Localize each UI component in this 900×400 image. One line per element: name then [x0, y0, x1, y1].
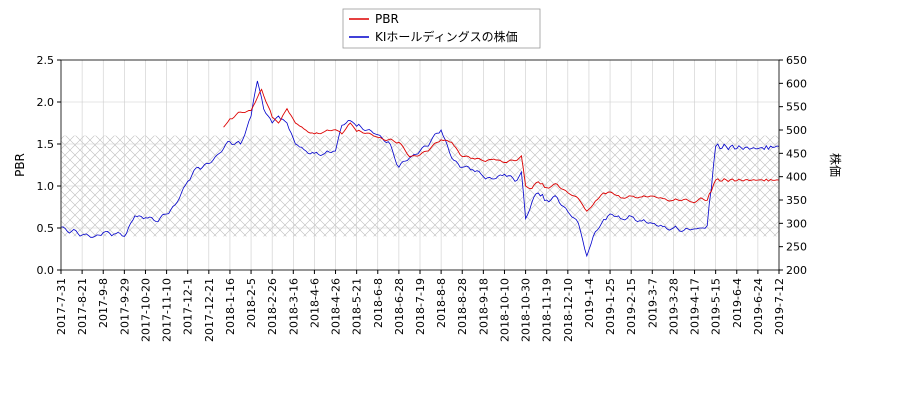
- x-tick-label: 2018-12-10: [562, 278, 575, 342]
- x-tick-label: 2017-12-1: [182, 278, 195, 335]
- x-tick-label: 2019-3-28: [667, 278, 680, 335]
- legend-box: [342, 8, 541, 49]
- x-tick-label: 2018-10-30: [520, 278, 533, 342]
- x-axis: 2017-7-31 2017-8-21 2017-9-8 2017-9-29 2017-…: [55, 270, 786, 342]
- series-line-pbr: [223, 88, 779, 212]
- y-tick-label-right: 650: [786, 54, 807, 67]
- x-tick-label: 2017-12-21: [203, 278, 216, 342]
- x-tick-label: 2019-4-17: [689, 278, 702, 335]
- y-axis-right: 200 250 300 350 400 450 500 550 600 650: [779, 54, 807, 277]
- x-tick-label: 2017-11-10: [161, 278, 174, 342]
- y-tick-label-right: 250: [786, 241, 807, 254]
- y-tick-label-right: 600: [786, 77, 807, 90]
- x-tick-label: 2017-8-21: [76, 278, 89, 335]
- x-tick-label: 2018-6-8: [372, 278, 385, 328]
- y-tick-label-left: 2.0: [37, 96, 55, 109]
- x-tick-label: 2018-3-16: [287, 278, 300, 335]
- x-tick-label: 2018-4-6: [308, 278, 321, 328]
- x-tick-label: 2017-10-20: [139, 278, 152, 342]
- x-tick-label: 2018-2-5: [245, 278, 258, 328]
- y-tick-label-right: 200: [786, 264, 807, 277]
- y-axis-left: 0.0 0.5 1.0 1.5 2.0 2.5: [37, 54, 61, 277]
- x-tick-label: 2017-9-29: [118, 278, 131, 335]
- y-tick-label-left: 0.0: [37, 264, 55, 277]
- x-tick-label: 2019-1-4: [583, 278, 596, 328]
- legend: PBR KIホールディングスの株価: [342, 8, 541, 49]
- y-tick-label-right: 500: [786, 124, 807, 137]
- x-tick-label: 2017-7-31: [55, 278, 68, 335]
- x-tick-label: 2018-1-16: [224, 278, 237, 335]
- series-lines: [61, 80, 779, 258]
- x-tick-label: 2019-3-7: [646, 278, 659, 328]
- x-tick-label: 2019-7-12: [773, 278, 786, 335]
- x-tick-label: 2019-5-15: [710, 278, 723, 335]
- x-tick-label: 2019-2-15: [625, 278, 638, 335]
- x-tick-label: 2018-6-28: [393, 278, 406, 335]
- y-tick-label-right: 400: [786, 171, 807, 184]
- y-axis-label-right: 株価: [828, 153, 843, 177]
- x-tick-label: 2018-8-8: [435, 278, 448, 328]
- x-tick-label: 2018-7-19: [414, 278, 427, 335]
- y-tick-label-left: 0.5: [37, 222, 55, 235]
- x-tick-label: 2018-8-28: [456, 278, 469, 335]
- y-tick-label-right: 550: [786, 101, 807, 114]
- x-tick-label: 2018-5-21: [351, 278, 364, 335]
- x-tick-label: 2018-2-26: [266, 278, 279, 335]
- x-tick-label: 2018-11-19: [541, 278, 554, 342]
- y-axis-label-left: PBR: [13, 153, 27, 177]
- x-tick-label: 2019-6-24: [752, 278, 765, 335]
- x-tick-label: 2018-9-18: [477, 278, 490, 335]
- y-tick-label-left: 1.5: [37, 138, 55, 151]
- y-tick-label-right: 450: [786, 147, 807, 160]
- series-line-stock: [61, 80, 779, 258]
- y-tick-label-left: 2.5: [37, 54, 55, 67]
- x-tick-label: 2019-1-25: [604, 278, 617, 335]
- y-tick-label-right: 350: [786, 194, 807, 207]
- legend-label-pbr: PBR: [375, 12, 399, 26]
- x-tick-label: 2017-9-8: [97, 278, 110, 328]
- y-tick-label-right: 300: [786, 217, 807, 230]
- x-tick-label: 2018-4-26: [330, 278, 343, 335]
- y-tick-label-left: 1.0: [37, 180, 55, 193]
- x-tick-label: 2019-6-4: [731, 278, 744, 328]
- x-tick-label: 2018-10-10: [498, 278, 511, 342]
- legend-label-stock: KIホールディングスの株価: [375, 29, 518, 44]
